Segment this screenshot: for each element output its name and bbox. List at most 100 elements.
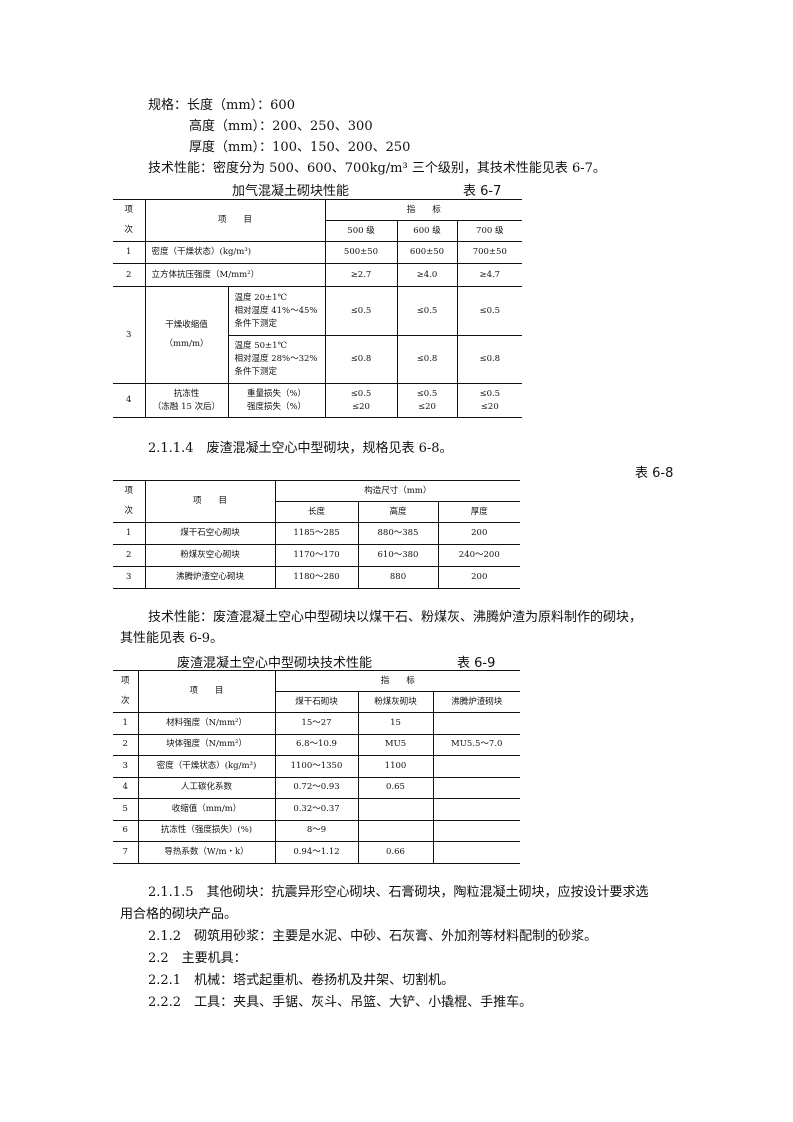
header-no: 项: [113, 199, 146, 221]
table-row: 3 密度（干燥状态）(kg/m³) 1100～1350 1100: [113, 755, 521, 778]
cell-line: ≤20: [352, 401, 370, 412]
header-no-2: 次: [113, 220, 146, 242]
cell: ≥4.0: [396, 263, 458, 287]
cell: 600±50: [396, 241, 458, 264]
para-2-1-2: 2.1.2 砌筑用砂浆：主要是水泥、中砂、石灰膏、外加剂等材料配制的砂浆。: [148, 929, 598, 944]
cell: 粉煤灰空心砌块: [144, 544, 276, 567]
cell: 重量损失（%） 强度损失（%）: [227, 383, 326, 418]
cell-line: 重量损失（%）: [246, 388, 307, 399]
cell: 温度 20±1℃ 相对湿度 41%～45% 条件下测定: [227, 286, 326, 336]
cell: 3: [113, 286, 146, 384]
para-tech-performance-cont: 其性能见表 6-9。: [120, 631, 224, 646]
para-2-1-1-5: 2.1.1.5 其他砌块：抗震异形空心砌块、石膏砌块，陶粒混凝土砌块，应按设计要…: [148, 885, 649, 900]
cell: MU5.5～7.0: [432, 733, 521, 756]
table-row: 6 抗冻性（强度损失）(%) 8～9: [113, 819, 521, 842]
cell: [432, 798, 521, 821]
cell: [432, 776, 521, 799]
cell-line: （mm/m）: [164, 339, 209, 349]
cell: 2: [113, 544, 146, 567]
cell-line: ≤0.5: [350, 388, 372, 399]
col-height: 高度: [357, 501, 439, 523]
header-item: 项 目: [144, 199, 326, 242]
cell: 200: [437, 566, 521, 589]
para-2-1-1-5-cont: 用合格的砌块产品。: [120, 907, 238, 922]
header-index: 指 标: [274, 670, 521, 692]
cell-line: ≤20: [480, 401, 499, 412]
cell: [432, 755, 521, 778]
cell: 1: [113, 712, 139, 735]
tech-performance: 技术性能：密度分为 500、600、700kg/m³ 三个级别，其技术性能见表 …: [148, 161, 606, 176]
table-6-7: 项项 目指 标 次 500 级 600 级 700 级 1 密度（干燥状态）(kg/m³…: [113, 199, 523, 418]
cell: 1100～1350: [274, 755, 359, 778]
cell-line: 相对湿度 41%～45%: [234, 305, 318, 316]
cell: 200: [437, 522, 521, 545]
cell: 8～9: [274, 819, 359, 842]
cell: 干燥收缩值 （mm/m）: [144, 286, 229, 384]
table-row: 4 人工碳化系数 0.72～0.93 0.65: [113, 776, 521, 799]
cell: 880～385: [357, 522, 439, 545]
cell-line: 干燥收缩值: [165, 320, 208, 330]
cell: 15～27: [274, 712, 359, 735]
table-6-9: 项项 目指 标 次煤干石砌块 粉煤灰砌块 沸腾炉渣砌块 1 材料强度（N/mm²） 15…: [113, 670, 521, 864]
table-6-7-title: 加气混凝土砌块性能: [232, 184, 350, 199]
cell: 密度（干燥状态）(kg/m³): [137, 755, 276, 778]
cell: 密度（干燥状态）(kg/m³): [144, 241, 326, 264]
cell-line: ≤0.5: [416, 388, 438, 399]
spec-length: 规格：长度（mm）：600: [148, 98, 295, 113]
cell: [432, 841, 521, 864]
cell: 人工碳化系数: [137, 776, 276, 799]
cell: ≤0.5 ≤20: [456, 383, 523, 418]
cell: 500±50: [324, 241, 398, 264]
cell: ≤0.8: [396, 335, 458, 384]
para-2-1-1-4: 2.1.1.4 废渣混凝土空心中型砌块，规格见表 6-8。: [148, 441, 453, 456]
header-no: 项: [113, 480, 146, 502]
header-no-2: 次: [113, 501, 146, 523]
cell: 2: [113, 733, 139, 756]
table-6-8-number: 表 6-8: [635, 466, 674, 481]
table-row: 2 块体强度（N/mm²） 6.8～10.9 MU5 MU5.5～7.0: [113, 733, 521, 756]
cell: 6: [113, 819, 139, 842]
header-dimensions: 构造尺寸（mm）: [274, 480, 521, 502]
cell: MU5: [357, 733, 434, 756]
cell-line: ≤0.5: [479, 388, 501, 399]
cell: [432, 819, 521, 842]
cell: 块体强度（N/mm²）: [137, 733, 276, 756]
cell: 0.66: [357, 841, 434, 864]
table-row: 1 材料强度（N/mm²） 15～27 15: [113, 712, 521, 735]
cell: 1: [113, 522, 146, 545]
table-6-9-title: 废渣混凝土空心中型砌块技术性能: [177, 656, 373, 671]
header-item: 项 目: [144, 480, 276, 523]
cell-line: 条件下测定: [234, 318, 278, 329]
header-no: 项: [113, 670, 139, 692]
cell: 2: [113, 263, 146, 287]
para-2-2-2: 2.2.2 工具：夹具、手锯、灰斗、吊篮、大铲、小撬棍、手推车。: [148, 995, 533, 1010]
cell: ≤0.5 ≤20: [324, 383, 398, 418]
cell: [357, 819, 434, 842]
cell: 4: [113, 776, 139, 799]
cell: 15: [357, 712, 434, 735]
header-item: 项 目: [137, 670, 276, 713]
spec-thickness: 厚度（mm）：100、150、200、250: [189, 140, 411, 155]
col-coal-gangue: 煤干石砌块: [274, 691, 359, 713]
header-no-2: 次: [113, 691, 139, 713]
table-row: 温度 50±1℃ 相对湿度 28%～32% 条件下测定 ≤0.8 ≤0.8 ≤0.8: [113, 335, 523, 384]
cell: 煤干石空心砌块: [144, 522, 276, 545]
cell: 880: [357, 566, 439, 589]
cell: 240～200: [437, 544, 521, 567]
cell: 0.65: [357, 776, 434, 799]
table-row: 3 干燥收缩值 （mm/m） 温度 20±1℃ 相对湿度 41%～45% 条件下测定 …: [113, 286, 523, 384]
cell-line: 条件下测定: [234, 367, 278, 377]
cell: 3: [113, 566, 146, 589]
cell: 沸腾炉渣空心砌块: [144, 566, 276, 589]
table-6-9-number: 表 6-9: [457, 656, 496, 671]
cell: 5: [113, 798, 139, 821]
cell: 抗冻性 （冻融 15 次后）: [144, 383, 229, 418]
cell: ≤0.8: [324, 335, 398, 384]
para-2-2-1: 2.2.1 机械：塔式起重机、卷扬机及井架、切割机。: [148, 973, 455, 988]
cell: 1170～170: [274, 544, 359, 567]
cell: [357, 798, 434, 821]
cell: 0.32～0.37: [274, 798, 359, 821]
cell: 1180～280: [274, 566, 359, 589]
cell-line: 抗冻性: [173, 388, 200, 399]
cell: 1100: [357, 755, 434, 778]
